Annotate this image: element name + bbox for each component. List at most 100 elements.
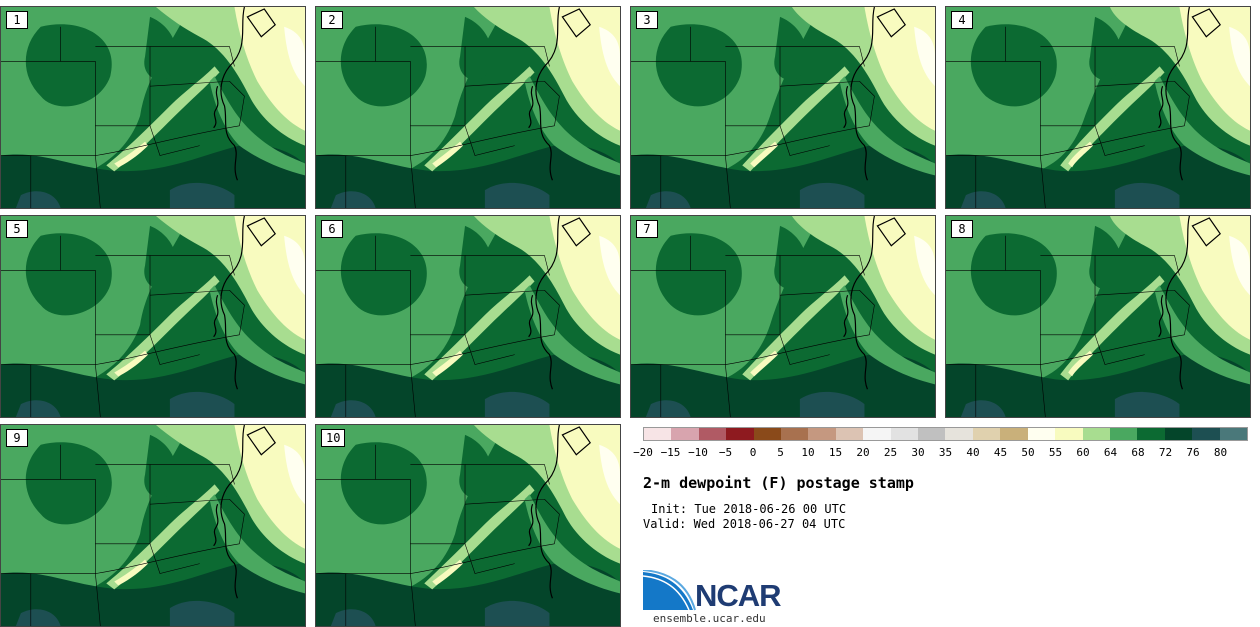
field-64-ridge bbox=[742, 66, 850, 172]
field-60-ridge bbox=[114, 559, 149, 586]
field-60-ridge bbox=[432, 141, 464, 168]
state-boundaries bbox=[631, 26, 875, 208]
field-60-ridge bbox=[750, 350, 779, 377]
colorbar-swatch bbox=[863, 428, 891, 440]
colorbar-tick-label: 68 bbox=[1131, 446, 1145, 459]
coastline bbox=[1158, 216, 1221, 390]
field-80 bbox=[645, 400, 691, 417]
member-panel-2[interactable]: 2 bbox=[315, 6, 621, 209]
field-60-ridge bbox=[1068, 350, 1094, 377]
init-time: Init: Tue 2018-06-26 00 UTC bbox=[651, 502, 847, 516]
colorbar-swatch bbox=[835, 428, 864, 440]
colorbar-tick-label: 0 bbox=[749, 446, 757, 459]
field-55 bbox=[599, 235, 620, 296]
field-64-ridge bbox=[106, 66, 220, 172]
colorbar-swatch bbox=[808, 428, 836, 440]
state-boundaries bbox=[1, 444, 245, 626]
member-panel-9[interactable]: 9 bbox=[0, 424, 306, 627]
field-72-patch bbox=[655, 24, 742, 107]
dewpoint-map bbox=[1, 425, 305, 626]
colorbar-tick-label: 45 bbox=[993, 446, 1008, 459]
member-label: 9 bbox=[6, 429, 28, 447]
dewpoint-map bbox=[316, 216, 620, 417]
field-80 bbox=[169, 391, 235, 417]
field-72-patch bbox=[144, 434, 177, 499]
field-72-patch bbox=[25, 24, 112, 107]
field-72-patch bbox=[340, 233, 427, 316]
state-boundaries bbox=[946, 26, 1190, 208]
colorbar-tick-label: 20 bbox=[856, 446, 870, 459]
field-60-ridge bbox=[114, 141, 149, 168]
dewpoint-map bbox=[631, 216, 935, 417]
field-72-patch bbox=[144, 225, 177, 290]
field-80 bbox=[484, 182, 550, 208]
colorbar-tick-label: 64 bbox=[1103, 446, 1118, 459]
field-80 bbox=[330, 191, 376, 208]
colorbar-ticks: −20 −15 −10 −5 0 5 10 15 20 25 30 35 40 45 50 55 60 64 68 7… bbox=[633, 446, 1248, 460]
member-label: 5 bbox=[6, 220, 28, 238]
colorbar-tick-label: 10 bbox=[801, 446, 815, 459]
field-80 bbox=[169, 182, 235, 208]
field-55 bbox=[284, 235, 305, 296]
colorbar-swatch bbox=[1109, 428, 1138, 440]
field-55 bbox=[1229, 235, 1250, 296]
state-boundaries bbox=[946, 235, 1190, 417]
colorbar-tick-label: 30 bbox=[911, 446, 925, 459]
field-68-coast bbox=[209, 494, 305, 594]
colorbar-swatch bbox=[1164, 428, 1193, 440]
colorbar-tick-label: 5 bbox=[777, 446, 784, 459]
member-panel-1[interactable]: 1 bbox=[0, 6, 306, 209]
field-80 bbox=[960, 400, 1006, 417]
coastline bbox=[213, 7, 276, 181]
member-label: 7 bbox=[636, 220, 658, 238]
colorbar-tick-label: −15 bbox=[660, 446, 681, 459]
colorbar-tick-label: 55 bbox=[1048, 446, 1063, 459]
field-80 bbox=[15, 609, 61, 626]
colorbar-tick-label: 15 bbox=[828, 446, 843, 459]
field-64-ridge bbox=[106, 275, 220, 381]
member-panel-8[interactable]: 8 bbox=[945, 215, 1251, 418]
field-80 bbox=[1114, 182, 1180, 208]
coastline bbox=[528, 7, 591, 181]
colorbar-tick-label: −20 bbox=[633, 446, 653, 459]
ncar-logo-text: NCAR bbox=[695, 578, 782, 613]
member-panel-7[interactable]: 7 bbox=[630, 215, 936, 418]
field-80 bbox=[330, 400, 376, 417]
field-68-coast bbox=[209, 285, 305, 385]
colorbar-swatch bbox=[726, 428, 754, 440]
colorbar-swatch bbox=[671, 428, 699, 440]
state-boundaries bbox=[1, 235, 245, 417]
member-label: 8 bbox=[951, 220, 973, 238]
valid-time: Valid: Wed 2018-06-27 04 UTC bbox=[643, 517, 846, 531]
colorbar-swatch bbox=[972, 428, 1001, 440]
member-label: 4 bbox=[951, 11, 973, 29]
site-url[interactable]: ensemble.ucar.edu bbox=[653, 612, 766, 625]
field-55 bbox=[1229, 26, 1250, 87]
colorbar-tick-label: 72 bbox=[1158, 446, 1173, 459]
field-60-ridge bbox=[432, 350, 464, 377]
field-72-patch bbox=[459, 16, 492, 81]
member-panel-10[interactable]: 10 bbox=[315, 424, 621, 627]
field-60-ridge bbox=[114, 350, 149, 377]
field-72-patch bbox=[340, 24, 427, 107]
colorbar-tick-label: 60 bbox=[1076, 446, 1090, 459]
field-72-patch bbox=[25, 233, 112, 316]
member-panel-4[interactable]: 4 bbox=[945, 6, 1251, 209]
field-72-patch bbox=[459, 434, 492, 499]
field-80 bbox=[799, 391, 865, 417]
field-55 bbox=[914, 235, 935, 296]
colorbar-swatch bbox=[753, 428, 782, 440]
colorbar-swatch bbox=[1055, 428, 1083, 440]
colorbar-tick-label: 25 bbox=[883, 446, 898, 459]
state-boundaries bbox=[316, 26, 560, 208]
colorbar-swatch bbox=[1082, 428, 1110, 440]
field-80 bbox=[484, 391, 550, 417]
member-panel-5[interactable]: 5 bbox=[0, 215, 306, 418]
field-64-ridge bbox=[106, 484, 220, 590]
field-64-ridge bbox=[424, 66, 535, 172]
colorbar-swatch bbox=[1137, 428, 1165, 440]
dewpoint-map bbox=[631, 7, 935, 208]
colorbar-tick-label: −5 bbox=[718, 446, 733, 459]
member-panel-3[interactable]: 3 bbox=[630, 6, 936, 209]
member-panel-6[interactable]: 6 bbox=[315, 215, 621, 418]
